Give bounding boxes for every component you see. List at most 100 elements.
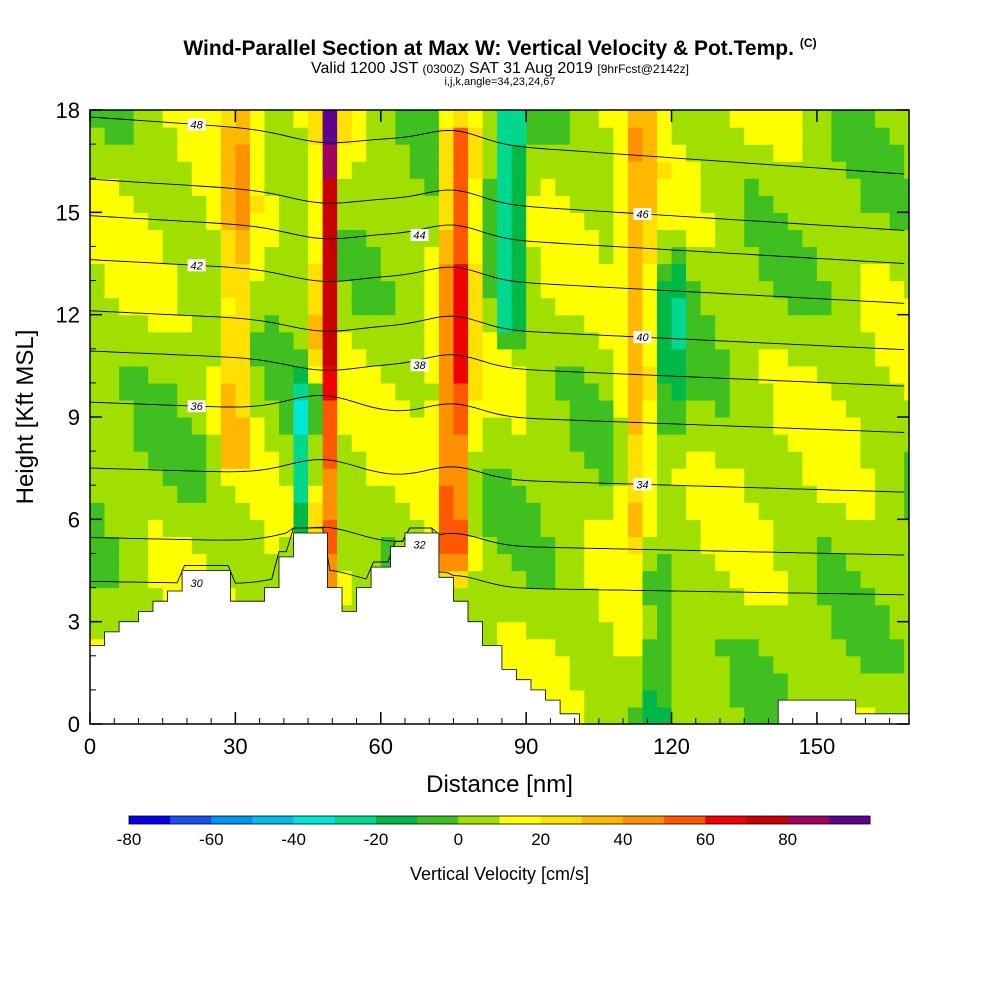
vv-cell xyxy=(177,519,193,537)
vv-cell xyxy=(366,417,382,435)
vv-cell xyxy=(598,655,614,674)
vv-cell xyxy=(380,246,396,265)
vv-cell xyxy=(773,195,789,213)
vv-cell xyxy=(191,127,207,145)
vv-cell xyxy=(337,399,353,418)
vv-cell xyxy=(904,468,909,486)
vv-cell xyxy=(177,280,193,299)
vv-cell xyxy=(686,246,702,265)
vv-cell xyxy=(860,468,876,486)
vv-cell xyxy=(686,348,702,367)
vv-cell xyxy=(119,195,135,213)
vv-cell xyxy=(744,434,760,452)
vv-cell xyxy=(366,263,382,282)
vv-cell xyxy=(555,280,571,299)
vv-cell xyxy=(715,536,731,555)
vv-cell xyxy=(366,297,382,316)
colorbar-swatch xyxy=(540,816,583,824)
vv-cell xyxy=(104,280,120,299)
vv-cell xyxy=(148,451,164,469)
vv-cell xyxy=(526,297,542,316)
vv-cell xyxy=(700,417,716,435)
vv-cell xyxy=(540,144,556,162)
colorbar-label: Vertical Velocity [cm/s] xyxy=(410,864,589,884)
vv-cell xyxy=(773,434,789,452)
vv-cell xyxy=(380,144,396,162)
vv-cell xyxy=(526,280,542,299)
vv-cell xyxy=(249,434,266,452)
vv-cell xyxy=(671,519,687,537)
vv-cell xyxy=(816,638,833,657)
vv-cell xyxy=(758,604,774,623)
vv-cell xyxy=(162,127,178,145)
vv-cell xyxy=(104,161,120,179)
vv-cell xyxy=(104,434,120,452)
vv-cell xyxy=(177,502,193,520)
vv-cell xyxy=(569,297,585,316)
vv-cell xyxy=(715,706,731,724)
vv-cell xyxy=(409,280,425,299)
vv-cell xyxy=(773,263,789,282)
vv-cell xyxy=(119,382,135,401)
vv-cell xyxy=(744,161,760,179)
vv-cell xyxy=(816,127,833,145)
vv-cell xyxy=(293,365,309,384)
vv-cell xyxy=(177,331,193,350)
vv-cell xyxy=(279,382,295,401)
vv-cell xyxy=(802,178,818,196)
vv-cell xyxy=(642,434,658,452)
vv-cell xyxy=(206,451,222,469)
vv-cell xyxy=(613,178,629,196)
vv-cell xyxy=(380,178,396,196)
vv-cell xyxy=(729,365,745,384)
vv-cell xyxy=(497,110,513,128)
vv-cell xyxy=(875,178,891,196)
vv-cell xyxy=(90,451,106,469)
vv-cell xyxy=(846,621,862,640)
vv-cell xyxy=(627,348,644,367)
vv-cell xyxy=(177,178,193,196)
vv-cell xyxy=(148,178,164,196)
vv-cell xyxy=(104,144,120,162)
vv-cell xyxy=(715,519,731,537)
vv-cell xyxy=(657,485,673,503)
vv-cell xyxy=(424,127,440,145)
vv-cell xyxy=(104,314,120,333)
vv-cell xyxy=(468,280,484,299)
colorbar-swatch xyxy=(581,816,624,824)
vv-cell xyxy=(177,485,193,503)
vv-cell xyxy=(831,314,847,333)
vv-cell xyxy=(758,536,774,555)
vv-cell xyxy=(438,297,455,316)
vv-cell xyxy=(889,689,905,708)
vv-cell xyxy=(235,434,251,452)
vv-cell xyxy=(540,382,556,401)
vv-cell xyxy=(729,536,745,555)
vv-cell xyxy=(904,689,909,708)
vv-cell xyxy=(279,246,295,265)
vv-cell xyxy=(773,417,789,435)
vv-cell xyxy=(555,655,571,674)
vv-cell xyxy=(831,434,847,452)
vv-cell xyxy=(322,178,338,196)
vv-cell xyxy=(511,536,527,555)
vv-cell xyxy=(613,417,629,435)
vv-cell xyxy=(875,638,891,657)
vv-cell xyxy=(642,672,658,691)
vv-cell xyxy=(860,587,876,606)
vv-cell xyxy=(773,365,789,384)
vv-cell xyxy=(846,365,862,384)
vv-cell xyxy=(642,178,658,196)
vv-cell xyxy=(715,297,731,316)
vv-cell xyxy=(249,195,266,213)
vv-cell xyxy=(846,348,862,367)
vv-cell xyxy=(846,195,862,213)
vv-cell xyxy=(409,485,425,503)
vv-cell xyxy=(177,536,193,555)
vv-cell xyxy=(526,604,542,623)
vv-cell xyxy=(380,161,396,179)
chart-subtitle: Valid 1200 JST (0300Z) SAT 31 Aug 2019 [… xyxy=(311,60,689,77)
vv-cell xyxy=(671,417,687,435)
vv-cell xyxy=(438,263,455,282)
vv-cell xyxy=(744,110,760,128)
